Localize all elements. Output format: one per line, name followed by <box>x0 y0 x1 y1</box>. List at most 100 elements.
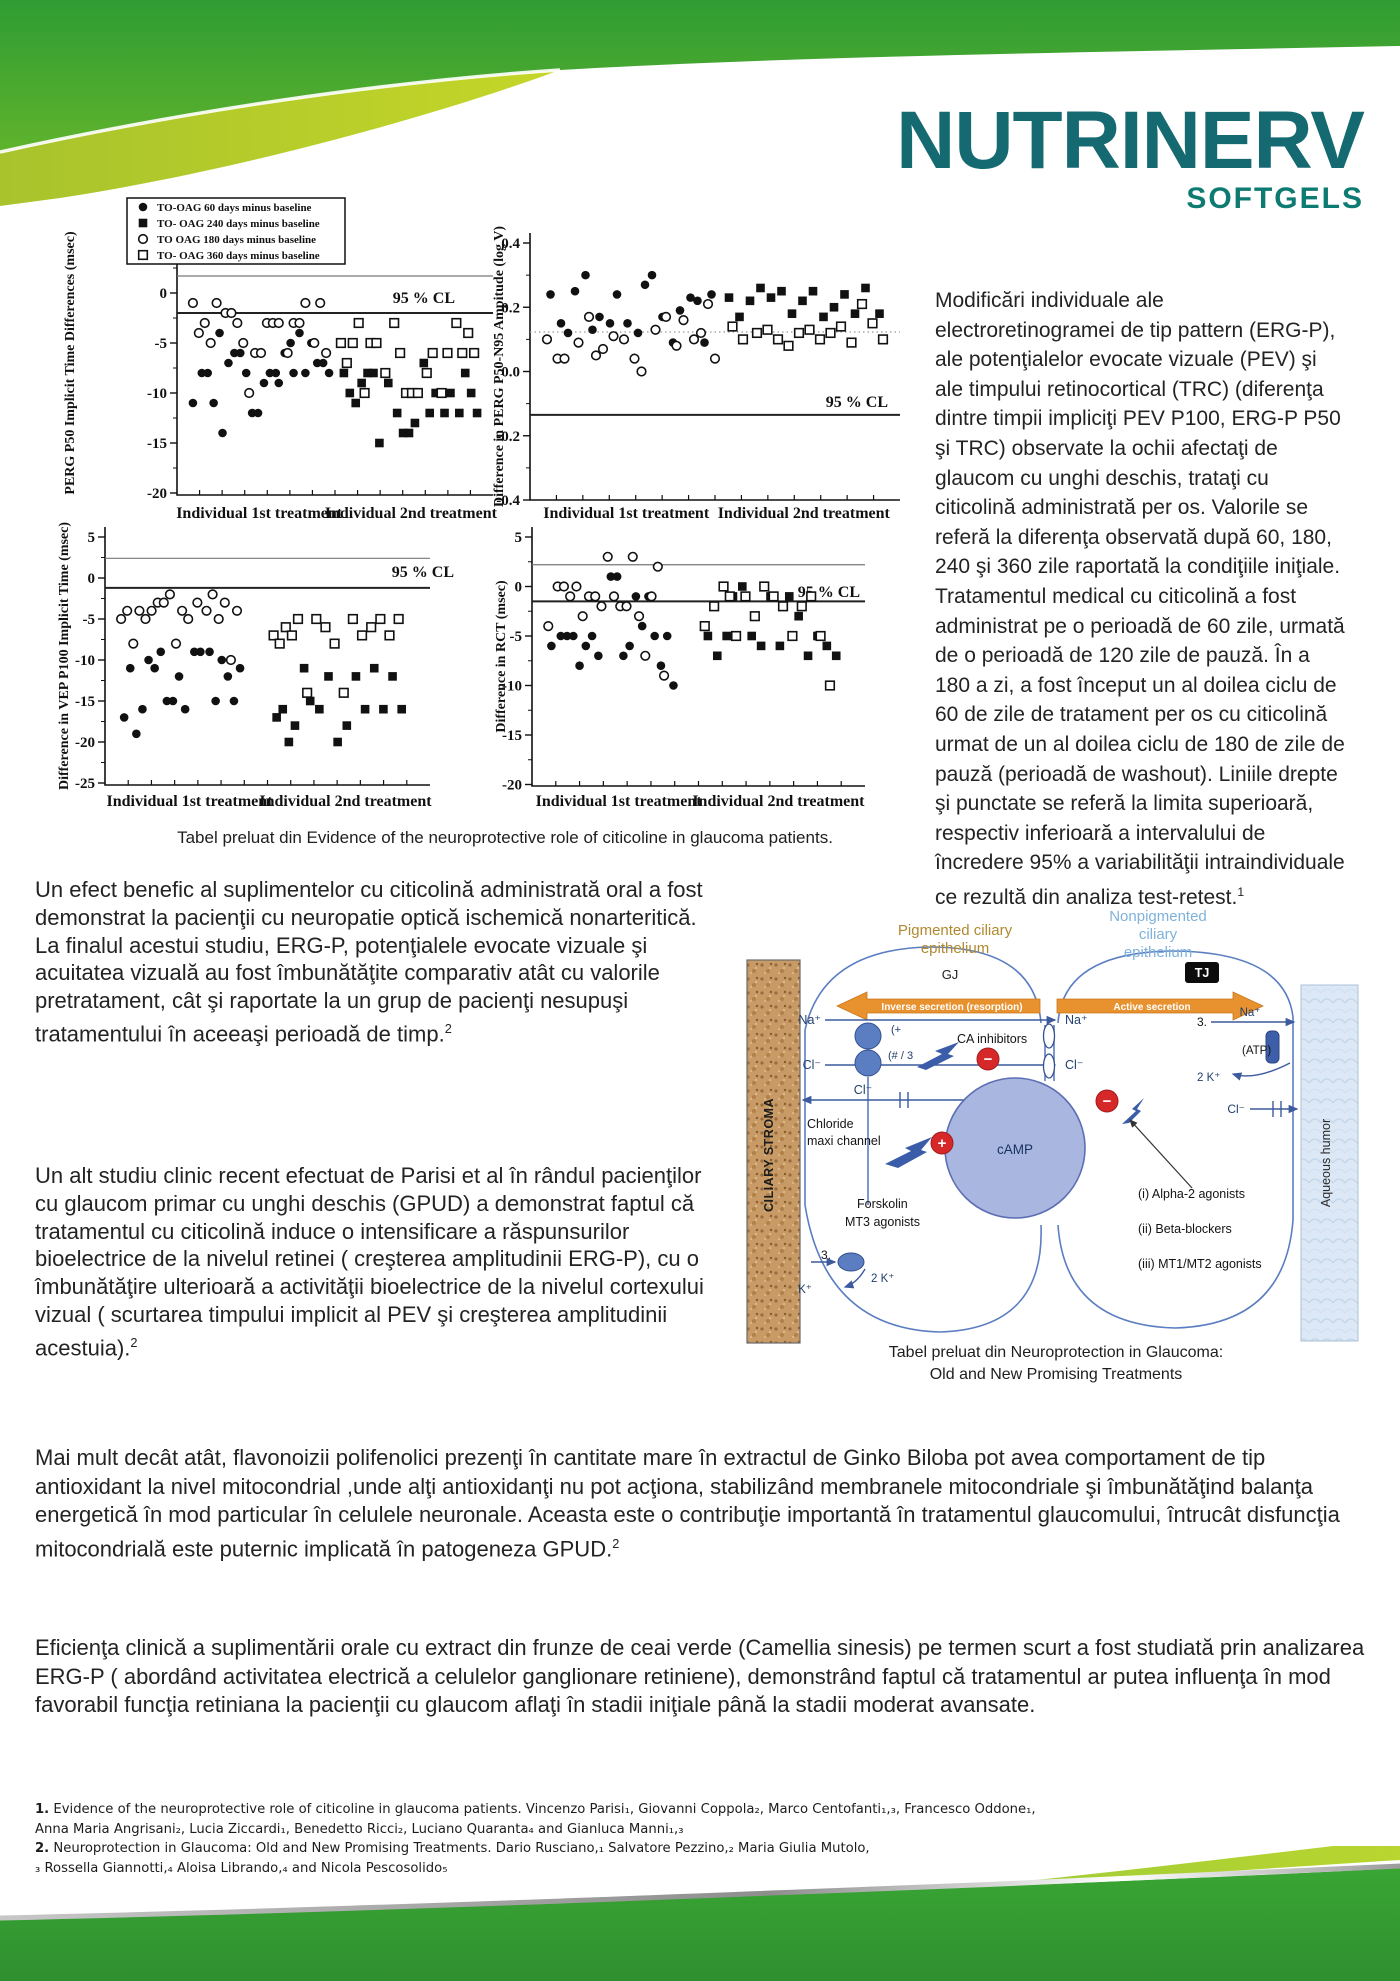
ca-inhibitors-label: CA inhibitors <box>957 1032 1027 1046</box>
cl-right-label: Cl⁻ <box>1065 1058 1083 1072</box>
svg-text:-0.2: -0.2 <box>496 429 520 445</box>
list-bolt-icon <box>1122 1098 1144 1124</box>
svg-text:0.0: 0.0 <box>501 365 520 381</box>
svg-text:Individual 1st treatment: Individual 1st treatment <box>536 793 703 810</box>
series-open-square <box>268 613 404 698</box>
ciliary-stroma-box <box>746 959 801 1344</box>
reference-number: 2. <box>35 1841 50 1856</box>
tight-junction-label: TJ <box>1195 966 1210 980</box>
svg-text:-10: -10 <box>147 386 167 402</box>
chart-3: 5 0 -5 -10 -15 -20 -25 95 % CL Individual 1st tr… <box>57 522 454 810</box>
bottom-silver-line <box>0 1863 1400 1921</box>
svg-text:5: 5 <box>515 530 523 546</box>
aqueous-humor-box <box>1300 984 1359 1342</box>
transporter-annotation1: (+ <box>891 1024 901 1036</box>
paragraph-text: Mai mult decât atât, flavonoizii polifen… <box>35 1445 1340 1562</box>
list-alpha2: (i) Alpha-2 agonists <box>1138 1187 1245 1201</box>
inverse-secretion-label: Inverse secretion (resorption) <box>881 1002 1022 1013</box>
diagram-caption: Tabel preluat din Neuroprotection in Gla… <box>745 1342 1367 1386</box>
pigmented-epithelium-label2: epithelium <box>921 940 989 957</box>
svg-text:95 % CL: 95 % CL <box>826 394 888 411</box>
ciliary-stroma-label: CILIARY STROMA <box>762 1098 776 1212</box>
series-open-square <box>699 581 836 691</box>
na-cl-transporter <box>854 1022 882 1050</box>
stimulate-badge-icon <box>930 1131 954 1155</box>
reference-text2: ₃ Rossella Giannotti,₄ Aloisa Librando,₄… <box>35 1860 448 1876</box>
svg-text:0: 0 <box>88 571 96 587</box>
cl-mid-label: Cl⁻ <box>854 1083 872 1097</box>
active-secretion-label: Active secretion <box>1113 1002 1190 1013</box>
reference-number: 1. <box>35 1802 50 1817</box>
ca-inhibitors-bolt-icon <box>917 1042 959 1070</box>
series-open-circle <box>541 298 721 377</box>
paragraph-text: Un alt studiu clinic recent efectuat de … <box>35 1163 704 1361</box>
series-filled-square <box>272 663 406 747</box>
svg-text:0: 0 <box>515 580 523 596</box>
right-column-ref-mark: 1 <box>1237 884 1245 899</box>
banner-highlight-line <box>0 68 561 154</box>
brand-name: NUTRINERV <box>896 95 1365 186</box>
nonpigmented-epithelium-label2: ciliary <box>1139 926 1178 943</box>
ref-mark: 2 <box>130 1334 138 1350</box>
nonpigmented-epithelium-label3: epithelium <box>1124 944 1192 961</box>
loop-arrow-out <box>843 1268 866 1289</box>
camp-label: cAMP <box>997 1142 1033 1157</box>
series-filled-square <box>724 283 884 322</box>
svg-text:-10: -10 <box>502 679 522 695</box>
nonpigmented-epithelium-label: Nonpigmented <box>1109 908 1207 925</box>
bottom-green-area <box>0 1868 1400 1981</box>
svg-text:-20: -20 <box>75 735 95 751</box>
charts-caption: Tabel preluat din Evidence of the neurop… <box>177 828 833 847</box>
forskolin-label2: MT3 agonists <box>845 1215 920 1229</box>
plus-sign: + <box>938 1135 947 1152</box>
series-open-square <box>727 298 889 351</box>
pigmented-epithelium-label: Pigmented ciliary <box>898 922 1013 939</box>
svg-text:95 % CL: 95 % CL <box>393 290 455 307</box>
right-column-text: Modificări individuale ale electroretino… <box>935 286 1347 912</box>
svg-text:-20: -20 <box>147 486 167 502</box>
series-filled-circle <box>188 328 334 438</box>
svg-text:5: 5 <box>88 530 96 546</box>
svg-text:Difference in VEP P100 Implici: Difference in VEP P100 Implicit Time (ms… <box>57 522 72 790</box>
minus-sign: − <box>984 1051 993 1068</box>
na-k-atpase-pump <box>1265 1030 1280 1064</box>
ion-channel2 <box>1042 1053 1056 1079</box>
svg-text:-15: -15 <box>75 694 95 710</box>
product-name: SOFTGELS <box>1186 182 1364 215</box>
na-cl-transporter2 <box>854 1049 882 1077</box>
paragraph-text: Un efect benefic al suplimentelor cu cit… <box>35 877 703 1047</box>
atp-label: (ATP) <box>1242 1045 1271 1057</box>
paragraph-parisi-study: Un alt studiu clinic recent efectuat de … <box>35 1162 727 1362</box>
bottom-swoosh <box>660 1846 1400 1912</box>
svg-text:Individual 2nd treatment: Individual 2nd treatment <box>325 505 498 522</box>
ref-mark: 2 <box>444 1020 452 1036</box>
svg-text:Difference in PERG P50-N95 Amp: Difference in PERG P50-N95 Ampitude (log… <box>492 226 507 507</box>
chart-2: 0.4 0.2 0.0 -0.2 -0.4 95 % CL Individual 1st t… <box>492 226 900 522</box>
svg-text:-0.4: -0.4 <box>496 493 520 509</box>
list-mt1-mt2: (iii) MT1/MT2 agonists <box>1138 1257 1262 1271</box>
aqueous-humor-label: Aqueous humor <box>1319 1119 1333 1207</box>
list-pointer-arrow <box>1129 1119 1193 1189</box>
inhibit-badge-icon <box>976 1047 1000 1071</box>
right-column-body: Modificări individuale ale electroretino… <box>935 289 1345 909</box>
reference-2: 2. Neuroprotection in Glaucoma: Old and … <box>35 1839 1255 1878</box>
svg-text:-5: -5 <box>510 629 523 645</box>
reference-text: Neuroprotection in Glaucoma: Old and New… <box>53 1841 870 1856</box>
cl-left-label: Cl⁻ <box>803 1058 821 1072</box>
series-open-square <box>335 317 480 399</box>
ref-mark: 2 <box>612 1535 620 1551</box>
paragraph-text: Eficienţa clinică a suplimentării orale … <box>35 1635 1365 1718</box>
series-open-circle <box>187 297 332 399</box>
reference-text2: Anna Maria Angrisani₂, Lucia Ziccardi₁, … <box>35 1821 684 1837</box>
ion-channel <box>1042 1023 1056 1049</box>
svg-text:95 % CL: 95 % CL <box>392 564 454 581</box>
stimulate-bolt-icon <box>885 1137 932 1168</box>
references: 1. Evidence of the neuroprotective role … <box>35 1800 1255 1878</box>
minus-sign2: − <box>1103 1093 1112 1110</box>
series-filled-circle <box>119 647 245 739</box>
svg-text:0: 0 <box>160 286 168 302</box>
svg-text:-5: -5 <box>155 336 168 352</box>
chloride-channel-label2: maxi channel <box>807 1134 881 1148</box>
paragraph-green-tea: Eficienţa clinică a suplimentării orale … <box>35 1634 1367 1720</box>
reference-1: 1. Evidence of the neuroprotective role … <box>35 1800 1255 1839</box>
